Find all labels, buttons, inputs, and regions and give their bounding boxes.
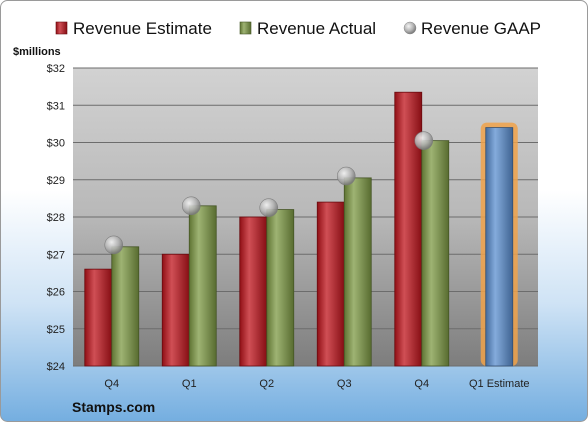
- legend-swatch: [403, 21, 417, 35]
- bar: [161, 253, 190, 367]
- x-tick-label: Q2: [259, 378, 274, 390]
- y-tick-label: $29: [47, 175, 65, 187]
- y-tick-label: $26: [47, 287, 65, 299]
- legend-label: Revenue Estimate: [73, 19, 212, 38]
- x-tick-label: Q4: [414, 378, 429, 390]
- bar: [316, 201, 345, 367]
- legend-swatch: [239, 21, 252, 35]
- bar: [84, 268, 113, 367]
- x-tick-label: Q1: [182, 378, 197, 390]
- y-tick-label: $28: [47, 212, 65, 224]
- y-tick-label: $25: [47, 324, 65, 336]
- bar: [188, 205, 217, 367]
- legend-label: Revenue Actual: [257, 19, 376, 38]
- bar: [266, 209, 295, 367]
- y-tick-label: $31: [47, 100, 65, 112]
- y-tick-label: $32: [47, 63, 65, 75]
- gridlines: [73, 67, 538, 367]
- y-axis-label: $millions: [13, 46, 61, 58]
- bar: [343, 177, 372, 367]
- bar: [239, 216, 268, 367]
- bar: [485, 127, 514, 367]
- bar: [421, 140, 450, 367]
- marker-point: [181, 196, 201, 216]
- marker-point: [104, 235, 124, 255]
- bar: [394, 91, 423, 367]
- x-tick-label: Q3: [337, 378, 352, 390]
- marker-point: [414, 131, 434, 150]
- y-tick-label: $30: [47, 138, 65, 150]
- y-tick-label: $24: [47, 361, 65, 373]
- x-tick-label: Q4: [104, 378, 119, 390]
- marker-point: [336, 166, 356, 186]
- bar: [111, 246, 140, 367]
- legend-swatch: [55, 21, 68, 35]
- brand-label: Stamps.com: [72, 399, 155, 415]
- legend-label: Revenue GAAP: [421, 19, 541, 38]
- marker-point: [259, 198, 279, 217]
- legend: Revenue Estimate Revenue Actual Revenue GA…: [55, 19, 541, 38]
- y-tick-label: $27: [47, 249, 65, 261]
- x-tick-label: Q1 Estimate: [469, 378, 530, 390]
